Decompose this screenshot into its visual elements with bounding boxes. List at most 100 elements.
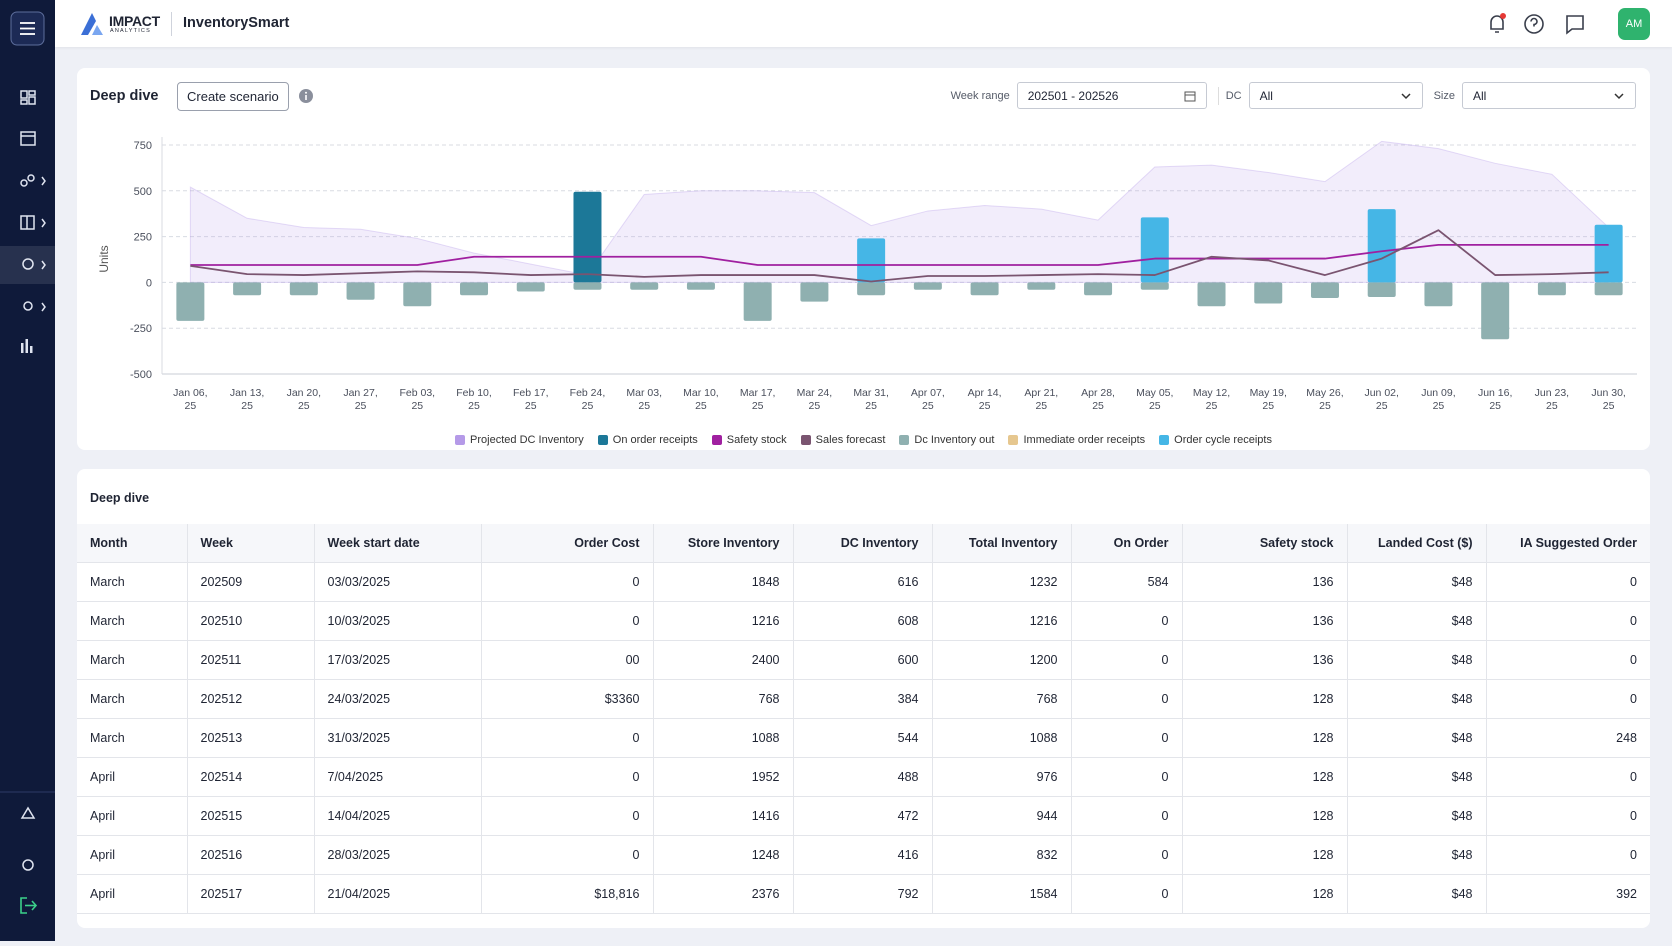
legend-item: Immediate order receipts bbox=[1008, 434, 1145, 446]
table-cell: 128 bbox=[1182, 796, 1348, 836]
chart: Units -500 -250 0 250 500 750 bbox=[97, 137, 1637, 381]
bar bbox=[1027, 282, 1056, 290]
legend-swatch bbox=[711, 435, 722, 445]
top-bar: IMPACT ANALYTICS InventorySmart AM bbox=[55, 0, 1672, 47]
column-header: Store Inventory bbox=[653, 524, 794, 563]
nav-alerts[interactable] bbox=[20, 806, 36, 819]
y-tick-label: 750 bbox=[134, 140, 152, 152]
nav-reports[interactable] bbox=[21, 343, 24, 353]
brand-sub: ANALYTICS bbox=[110, 28, 151, 34]
table-cell: $48 bbox=[1347, 679, 1487, 719]
table-cell: 128 bbox=[1182, 757, 1348, 797]
table-cell: 14/04/2025 bbox=[314, 796, 482, 836]
x-tick-label: Jun 30, 25 bbox=[1591, 387, 1626, 412]
bar bbox=[1594, 282, 1623, 296]
table-cell: 1216 bbox=[932, 601, 1072, 641]
x-tick-label: Mar 24, 25 bbox=[796, 387, 833, 412]
table-cell: 0 bbox=[1486, 835, 1650, 875]
table-cell: 202514 bbox=[187, 757, 315, 797]
legend-swatch bbox=[1008, 435, 1019, 445]
bar bbox=[630, 282, 659, 290]
nav-flow[interactable] bbox=[20, 179, 28, 187]
table-cell: 1088 bbox=[932, 718, 1072, 758]
x-tick-label: Apr 07, 25 bbox=[910, 387, 945, 412]
table-cell: 544 bbox=[793, 718, 933, 758]
table-cell: $48 bbox=[1347, 796, 1487, 836]
x-tick-label: Mar 31, 25 bbox=[853, 387, 889, 412]
dc-select[interactable]: All bbox=[1248, 82, 1423, 109]
table-row: March 202510 10/03/2025 0 1216 608 1216 0 136 $48… bbox=[77, 601, 1650, 641]
nav-network[interactable] bbox=[22, 258, 34, 270]
legend-swatch bbox=[1159, 435, 1170, 445]
table-cell: 0 bbox=[1071, 601, 1183, 641]
table-cell: 248 bbox=[1486, 718, 1650, 758]
legend-swatch bbox=[800, 435, 811, 445]
nav-settings-alt[interactable] bbox=[23, 301, 33, 311]
nav-dashboard[interactable] bbox=[20, 90, 28, 99]
notifications[interactable] bbox=[1490, 15, 1504, 33]
nav-settings[interactable] bbox=[22, 859, 34, 871]
nav-logout[interactable] bbox=[20, 897, 38, 914]
table-panel: Deep dive Month Week Week start date Order … bbox=[77, 469, 1650, 928]
table-cell: March bbox=[77, 562, 188, 602]
sidebar bbox=[0, 0, 55, 941]
table-cell: 24/03/2025 bbox=[314, 679, 482, 719]
week-range-input[interactable]: 202501 - 202526 bbox=[1016, 82, 1207, 109]
chevron bbox=[1401, 92, 1411, 99]
sidebar-icons bbox=[0, 11, 55, 914]
table-cell: 1416 bbox=[653, 796, 794, 836]
help[interactable] bbox=[1524, 14, 1544, 34]
table-cell: $48 bbox=[1347, 757, 1487, 797]
table-cell: 600 bbox=[793, 640, 933, 680]
column-header: Order Cost bbox=[481, 524, 654, 563]
legend-item: On order receipts bbox=[597, 434, 698, 446]
y-tick-label: -250 bbox=[130, 323, 152, 335]
table-cell: March bbox=[77, 679, 188, 719]
nav-inventory[interactable] bbox=[20, 131, 36, 146]
x-tick-label: May 26, 25 bbox=[1306, 387, 1344, 412]
table-cell: 202511 bbox=[187, 640, 315, 680]
avatar[interactable]: AM bbox=[1618, 8, 1650, 40]
x-tick-label: Apr 28, 25 bbox=[1081, 387, 1115, 412]
active-nav bbox=[0, 246, 55, 284]
bar bbox=[1367, 282, 1396, 298]
column-header: Landed Cost ($) bbox=[1347, 524, 1487, 563]
table-cell: 976 bbox=[932, 757, 1072, 797]
bar bbox=[800, 282, 829, 302]
table-cell: 00 bbox=[481, 640, 654, 680]
messages[interactable] bbox=[1566, 15, 1584, 35]
create-scenario[interactable]: Create scenario bbox=[177, 82, 289, 111]
x-tick-label: Apr 21, 25 bbox=[1024, 387, 1059, 412]
table-cell: $48 bbox=[1347, 874, 1487, 914]
x-tick-label: Mar 10, 25 bbox=[683, 387, 719, 412]
areas bbox=[189, 140, 1610, 283]
column-header: Month bbox=[77, 524, 188, 563]
y-tick-label: 500 bbox=[134, 186, 152, 198]
bar bbox=[176, 282, 205, 321]
table-cell: March bbox=[77, 718, 188, 758]
legend-label: Immediate order receipts bbox=[1023, 434, 1146, 446]
table-cell: 1584 bbox=[932, 874, 1072, 914]
table-cell: 0 bbox=[1486, 679, 1650, 719]
x-tick-label: Jun 23, 25 bbox=[1534, 387, 1570, 412]
x-tick-label: May 05, 25 bbox=[1136, 387, 1174, 412]
bar bbox=[1254, 282, 1283, 304]
logo-mark bbox=[81, 13, 103, 35]
line bbox=[190, 243, 1609, 266]
table-cell: $48 bbox=[1347, 562, 1487, 602]
table-cell: 03/03/2025 bbox=[314, 562, 482, 602]
calendar-icon bbox=[1184, 91, 1196, 101]
table-cell: 0 bbox=[1071, 718, 1183, 758]
x-tick-label: Mar 17, 25 bbox=[739, 387, 776, 412]
size-select[interactable]: All bbox=[1462, 82, 1636, 109]
table-cell: 0 bbox=[481, 757, 654, 797]
column-header: IA Suggested Order bbox=[1486, 524, 1650, 563]
bar bbox=[573, 191, 602, 283]
table-cell: 0 bbox=[481, 562, 654, 602]
info-icon[interactable] bbox=[298, 88, 314, 104]
divider bbox=[171, 12, 172, 36]
table-cell: 7/04/2025 bbox=[314, 757, 482, 797]
table-cell: March bbox=[77, 601, 188, 641]
bar bbox=[686, 282, 715, 290]
table-cell: April bbox=[77, 757, 188, 797]
